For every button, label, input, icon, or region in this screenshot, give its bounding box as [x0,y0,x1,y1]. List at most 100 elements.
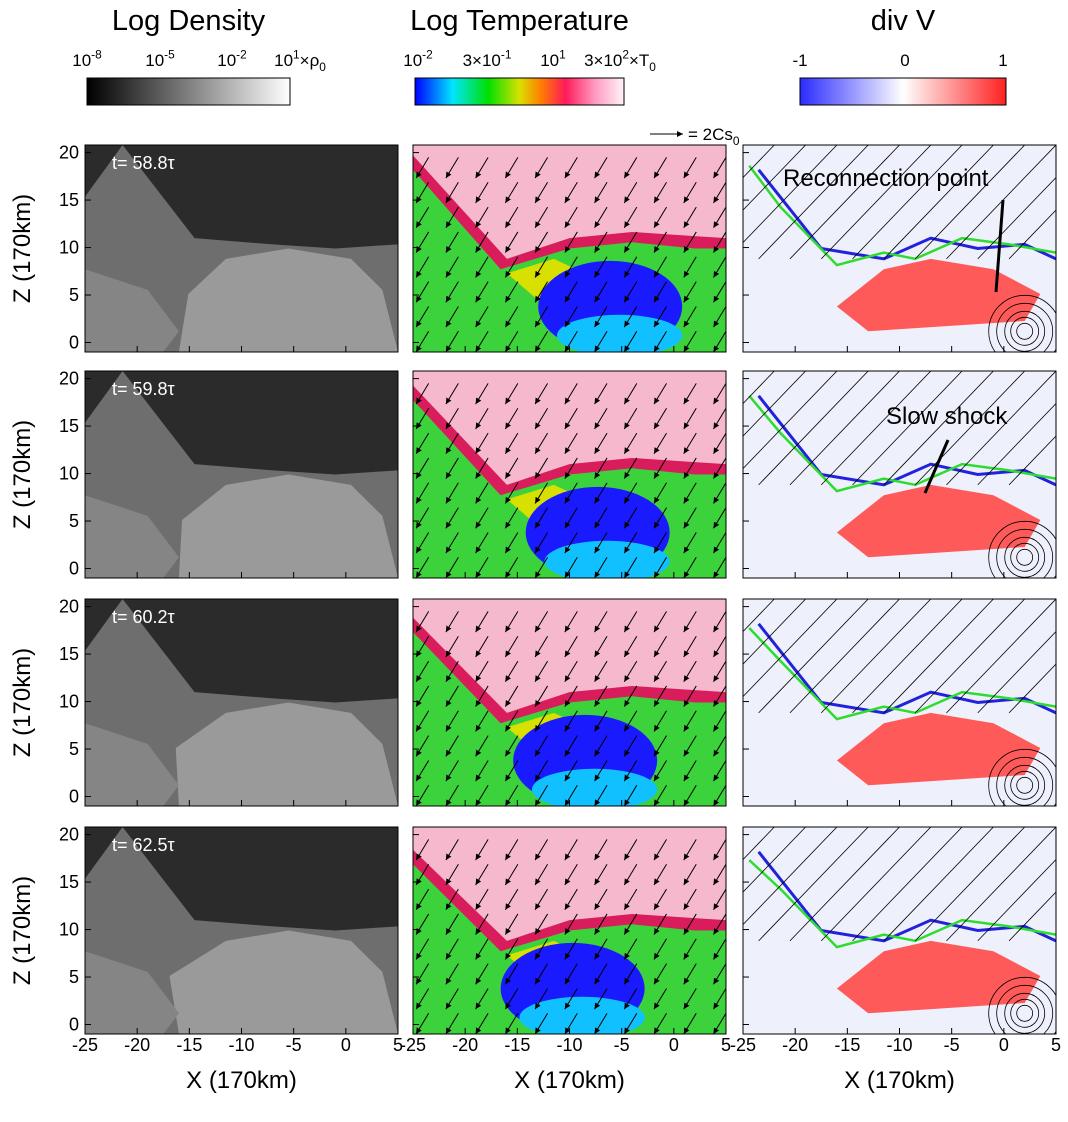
velocity-arrow [623,231,638,253]
velocity-arrow [623,331,638,352]
velocity-arrow [534,888,549,911]
field-loop [1010,770,1040,800]
y-tick-label: 10 [59,464,79,484]
velocity-arrow [415,685,430,707]
field-line [758,371,869,486]
velocity-arrow [534,660,549,683]
velocity-arrow [713,157,726,179]
y-tick-label: 10 [59,692,79,712]
velocity-arrow [653,157,667,179]
velocity-arrow [504,963,519,985]
velocity-arrow [415,913,430,935]
x-axis-label: X (170km) [514,1067,625,1094]
y-axis-label: Z (170km) [9,876,36,985]
panel [413,145,726,352]
velocity-arrow [445,507,459,529]
panel [85,145,398,352]
velocity-arrow [653,710,667,732]
panel [743,827,1056,1034]
x-axis-label: X (170km) [844,1067,955,1094]
velocity-arrow [683,913,697,935]
field-line [820,371,932,486]
velocity-arrow [594,710,608,732]
velocity-arrow [534,331,549,352]
field-line [743,827,838,926]
velocity-arrow [623,636,638,658]
velocity-arrow [594,888,608,911]
velocity-arrow [504,988,519,1010]
colorbar-label: 101×ρ0 [274,47,326,74]
velocity-arrow [504,557,519,578]
velocity-arrow [683,760,697,782]
velocity-arrow [623,913,638,935]
velocity-arrow [504,1013,519,1034]
colorbar-label: 0 [900,51,909,70]
velocity-arrow [564,963,578,985]
x-tick-label: -10 [886,1035,912,1055]
velocity-arrow [713,256,726,278]
velocity-arrow [623,710,638,732]
velocity-arrow [415,482,430,504]
velocity-arrow [534,611,549,633]
velocity-arrow [415,710,430,732]
velocity-arrow [683,636,697,658]
velocity-arrow [475,839,489,861]
velocity-arrow [623,256,638,278]
velocity-arrow [564,913,578,935]
field-line [789,371,900,486]
velocity-arrow [653,785,667,806]
y-tick-label: 15 [59,190,79,210]
velocity-arrow [594,963,608,985]
field-line [977,630,1056,714]
velocity-arrow [683,785,697,806]
divv-positive [836,484,1041,558]
velocity-arrow [653,1013,667,1034]
velocity-arrow [564,206,578,229]
velocity-arrow [445,532,459,554]
velocity-arrow [653,660,667,683]
text-segment: -1 [792,51,807,70]
field-line [1008,891,1056,942]
velocity-arrow [504,760,519,782]
velocity-arrow [475,281,489,303]
velocity-arrow [445,636,459,658]
annotation: Reconnection point [783,165,989,192]
velocity-arrow [415,432,430,455]
field-line [914,599,1025,714]
velocity-arrow [623,457,638,479]
annotation-pointer [994,199,1005,293]
field-loop [1004,536,1046,578]
velocity-arrow [445,864,459,886]
velocity-arrow [534,864,549,886]
velocity-arrow [594,408,608,430]
velocity-arrow [415,157,430,179]
velocity-arrow [475,532,489,554]
field-line [977,858,1056,942]
velocity-arrow [713,507,726,529]
velocity-arrow [594,660,608,683]
velocity-arrow [683,685,697,707]
velocity-arrow [415,864,430,886]
velocity-arrow [594,1013,608,1034]
velocity-arrow [683,1013,697,1034]
x-tick-label: -15 [176,1035,202,1055]
text-segment: 1 [559,47,566,61]
field-loop [1016,322,1034,340]
velocity-arrow [415,306,430,328]
velocity-arrow [415,383,430,405]
velocity-arrow [623,432,638,455]
velocity-arrow [564,710,578,732]
panel [85,599,398,806]
y-tick-label: 5 [69,967,79,987]
y-tick-label: 5 [69,511,79,531]
velocity-arrow [594,281,608,303]
velocity-arrow [415,408,430,430]
velocity-arrow [445,256,459,278]
velocity-arrow [445,660,459,683]
velocity-arrow [594,231,608,253]
text-segment: 10 [540,51,559,70]
velocity-arrow [713,383,726,405]
field-loop [1004,992,1046,1034]
time-label: t= 59.8τ [112,379,175,399]
velocity-arrow [683,710,697,732]
